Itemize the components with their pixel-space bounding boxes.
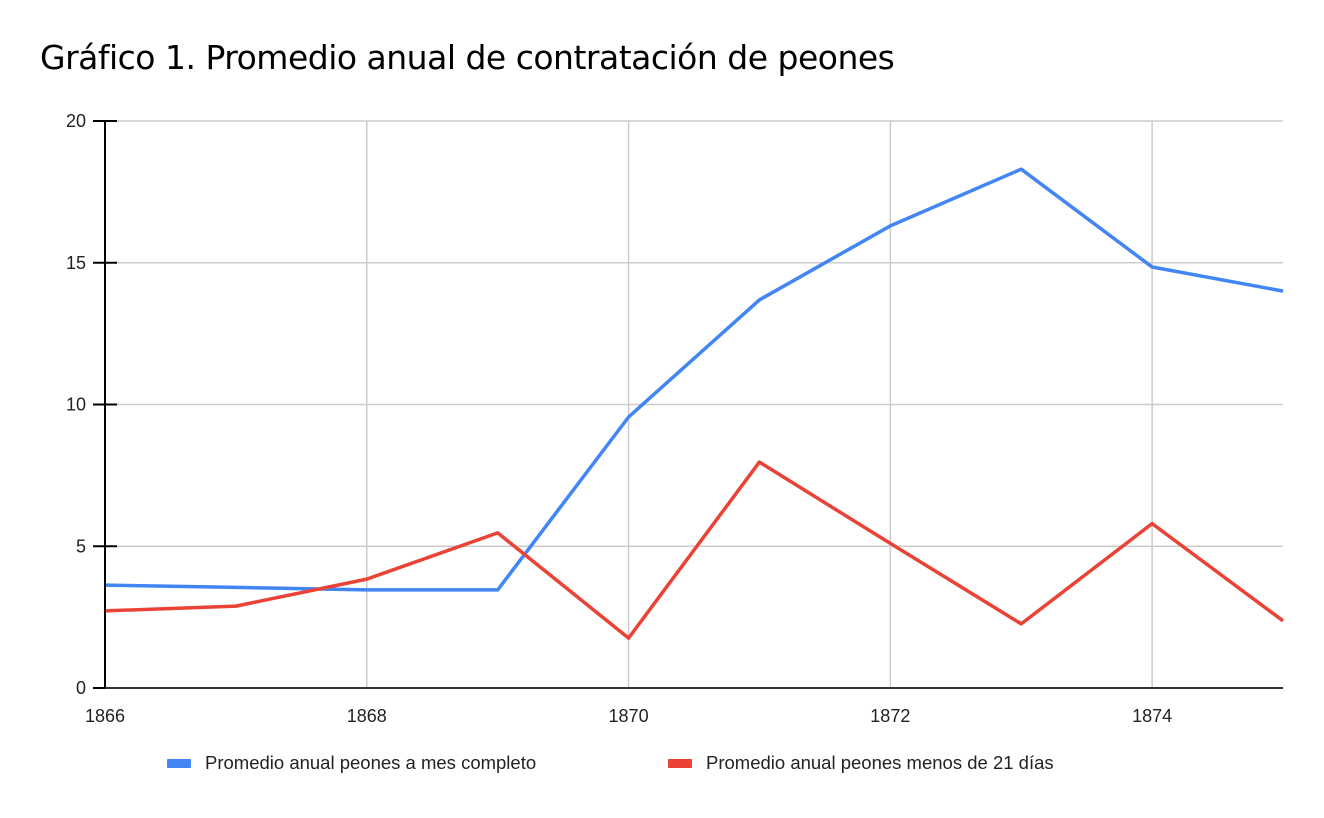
y-tick-label: 20 [66,111,86,131]
legend: Promedio anual peones a mes completo Pro… [0,752,1324,778]
y-tick-label: 5 [76,536,86,556]
legend-swatch-blue [167,758,191,768]
series-line-menos-21-dias[interactable] [104,460,1285,640]
legend-swatch-red [668,758,692,768]
legend-item-menos-21-dias[interactable]: Promedio anual peones menos de 21 días [668,752,1054,774]
series-line-mes-completo[interactable] [104,167,1284,592]
series-lines [104,167,1285,640]
x-tick-label: 1872 [870,706,910,726]
y-axis-ticks: 0 5 10 15 20 [66,111,117,698]
legend-label: Promedio anual peones menos de 21 días [706,752,1054,773]
x-tick-label: 1868 [347,706,387,726]
chart-title: Gráfico 1. Promedio anual de contratació… [40,38,895,77]
y-tick-label: 10 [66,395,86,415]
y-tick-label: 15 [66,253,86,273]
x-axis-ticks: 1866 1868 1870 1872 1874 [85,706,1172,726]
y-tick-label: 0 [76,678,86,698]
legend-label: Promedio anual peones a mes completo [205,752,537,773]
legend-item-mes-completo[interactable]: Promedio anual peones a mes completo [167,752,536,774]
x-tick-label: 1870 [609,706,649,726]
x-tick-label: 1874 [1132,706,1172,726]
gridlines [105,120,1283,688]
x-tick-label: 1866 [85,706,125,726]
